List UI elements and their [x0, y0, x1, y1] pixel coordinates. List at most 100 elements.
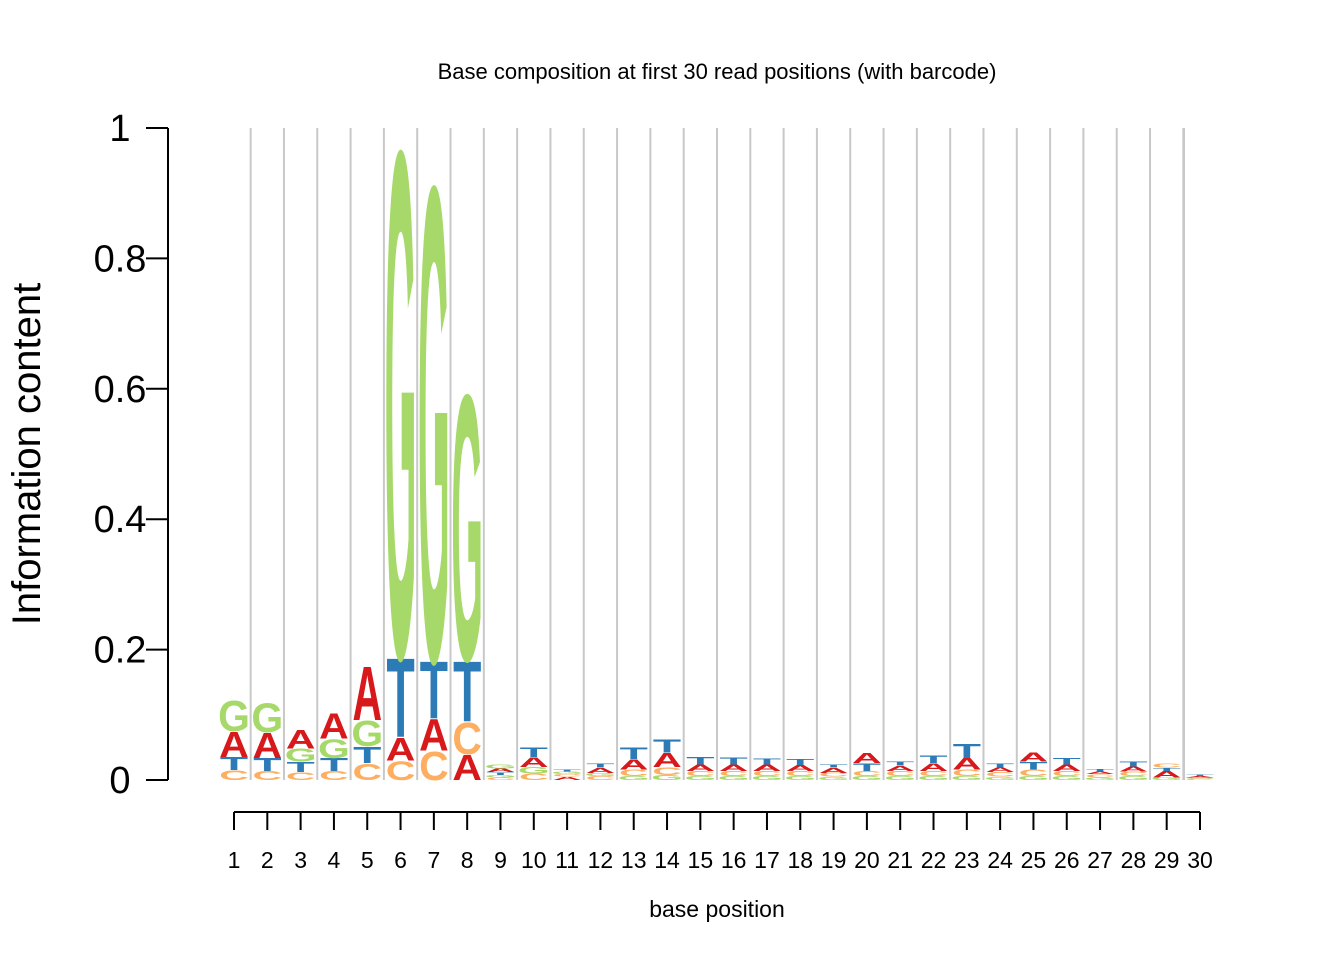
- logo-glyph: G: [385, 0, 417, 809]
- logo-letter-c: C: [386, 757, 416, 787]
- grid-lines: [249, 128, 1185, 780]
- logo-letter-a: A: [586, 766, 616, 774]
- logo-glyph: T: [853, 761, 882, 773]
- logo-letter-g: G: [784, 775, 816, 781]
- logo-glyph: T: [1086, 768, 1114, 772]
- logo-glyph: G: [1051, 775, 1083, 781]
- x-tick-label: 2: [261, 847, 274, 873]
- logo-glyph: C: [786, 770, 816, 778]
- logo-letter-g: G: [818, 776, 850, 781]
- logo-letter-t: T: [320, 755, 349, 775]
- logo-glyph: A: [885, 764, 915, 772]
- logo-letter-a: A: [486, 768, 516, 774]
- logo-glyph: T: [553, 769, 581, 772]
- logo-glyph: T: [1153, 767, 1181, 772]
- logo-letter-t: T: [553, 769, 581, 772]
- x-tick-label: 18: [787, 847, 813, 873]
- logo-glyph: C: [1052, 770, 1082, 778]
- logo-glyph: C: [752, 770, 782, 778]
- logo-glyph: A: [1152, 769, 1182, 779]
- logo-glyph: A: [419, 711, 449, 761]
- logo-letter-g: G: [451, 316, 483, 741]
- logo-letter-a: A: [852, 750, 882, 767]
- logo-letter-t: T: [220, 754, 249, 774]
- logo-letter-t: T: [353, 742, 381, 768]
- logo-glyph: A: [619, 756, 649, 773]
- logo-letter-t: T: [486, 771, 514, 775]
- logo-letter-c: C: [652, 765, 682, 777]
- x-tick-label: 5: [361, 847, 374, 873]
- logo-glyph: C: [819, 772, 849, 778]
- logo-glyph: A: [852, 750, 882, 767]
- logo-glyph: A: [586, 766, 616, 774]
- logo-glyph: G: [1018, 775, 1050, 781]
- logo-glyph: A: [253, 726, 283, 766]
- logo-letter-t: T: [819, 763, 847, 768]
- x-axis-label: base position: [649, 896, 785, 922]
- logo-letter-a: A: [686, 763, 716, 773]
- logo-glyph: C: [519, 772, 549, 782]
- logo-glyph: T: [1186, 774, 1214, 776]
- x-tick-label: 3: [294, 847, 307, 873]
- logo-glyph: C: [1185, 778, 1215, 780]
- logo-letter-c: C: [885, 770, 915, 778]
- logo-glyph: G: [1151, 777, 1183, 781]
- y-tick-label: 0.2: [94, 630, 147, 672]
- logo-glyph: C: [586, 775, 616, 781]
- logo-glyph: A: [985, 767, 1015, 774]
- logo-glyph: G: [1117, 775, 1149, 781]
- x-tick-label: 10: [521, 847, 547, 873]
- logo-letter-t: T: [753, 757, 781, 766]
- logo-glyph: G: [318, 734, 350, 764]
- logo-letter-c: C: [619, 768, 649, 778]
- logo-letter-a: A: [1085, 771, 1115, 775]
- logo-glyph: T: [420, 645, 448, 736]
- logo-letter-t: T: [1186, 774, 1214, 776]
- logo-letter-g: G: [718, 775, 750, 781]
- logo-letter-c: C: [219, 768, 249, 783]
- logo-glyph: G: [418, 44, 450, 803]
- logo-letter-c: C: [253, 769, 283, 783]
- logo-glyph: T: [653, 737, 682, 757]
- x-tick-label: 13: [621, 847, 647, 873]
- logo-letter-g: G: [1051, 775, 1083, 781]
- logo-letter-t: T: [886, 761, 914, 767]
- logo-glyph: G: [618, 775, 650, 781]
- logo-glyph: A: [519, 755, 549, 770]
- x-tick-label: 25: [1021, 847, 1047, 873]
- logo-letter-t: T: [720, 756, 749, 767]
- y-tick-label: 0.6: [94, 369, 147, 411]
- logo-letter-a: A: [253, 726, 283, 766]
- logo-glyph: T: [720, 756, 749, 767]
- logo-letter-t: T: [919, 754, 948, 766]
- logo-letter-c: C: [852, 770, 882, 778]
- x-tick-label: 9: [494, 847, 507, 873]
- logo-glyph: G: [551, 771, 583, 775]
- logo-glyph: G: [884, 775, 916, 781]
- y-axis-label: Information content: [5, 283, 49, 625]
- x-tick-label: 23: [954, 847, 980, 873]
- logo-glyph: C: [1019, 768, 1049, 778]
- logo-letter-a: A: [719, 763, 749, 773]
- x-tick-label: 17: [754, 847, 780, 873]
- logo-letter-g: G: [651, 774, 683, 782]
- logo-glyph: A: [1052, 763, 1082, 773]
- logo-glyph: C: [852, 770, 882, 778]
- logo-letter-g: G: [1151, 777, 1183, 781]
- logo-glyph: T: [1119, 760, 1147, 768]
- logo-glyph: C: [253, 769, 283, 783]
- logo-glyph: T: [753, 757, 781, 766]
- logo-letter-c: C: [786, 770, 816, 778]
- logo-letter-g: G: [485, 764, 517, 770]
- logo-letter-g: G: [684, 775, 716, 781]
- logo-letter-a: A: [519, 755, 549, 770]
- logo-glyph: G: [485, 774, 517, 778]
- logo-letter-a: A: [552, 776, 582, 781]
- logo-glyph: G: [351, 714, 383, 754]
- x-tick-label: 22: [921, 847, 947, 873]
- logo-letter-c: C: [752, 770, 782, 778]
- logo-glyph: G: [251, 694, 283, 740]
- logo-glyph: C: [719, 770, 749, 778]
- logo-glyph: A: [1119, 765, 1149, 773]
